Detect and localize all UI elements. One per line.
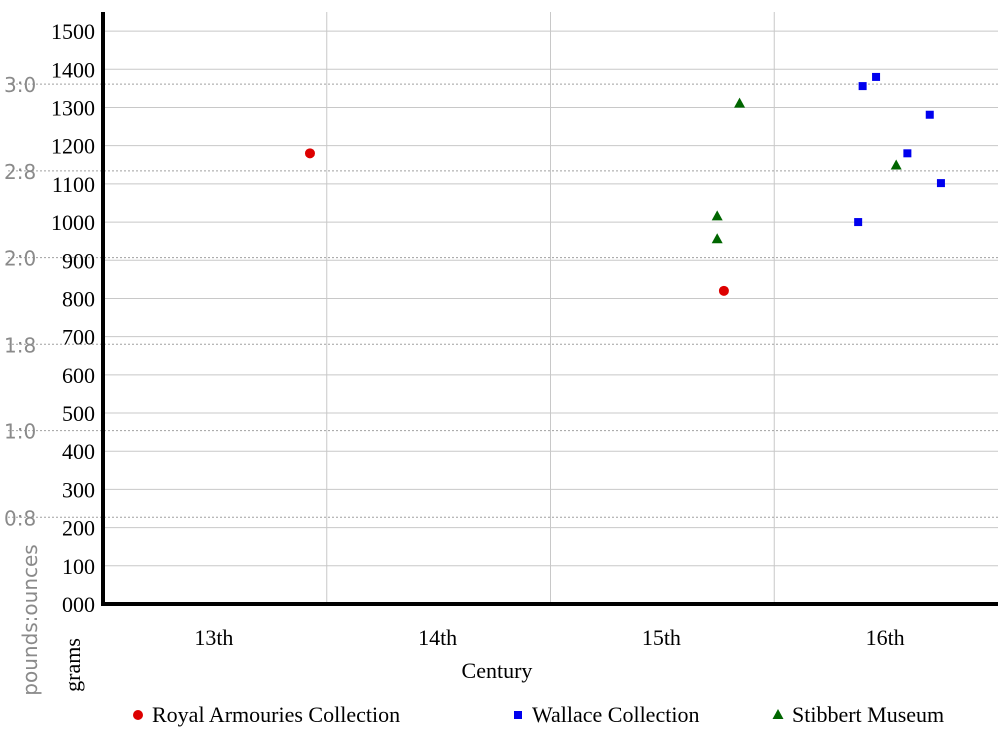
y-axis-title: grams	[60, 638, 85, 692]
x-tick-label: 14th	[418, 625, 457, 650]
y-tick-label: 1100	[52, 172, 95, 197]
y-tick-label: 1000	[51, 210, 95, 235]
y-tick-label: 1300	[51, 95, 95, 120]
legend-marker	[133, 710, 143, 720]
legend-label: Wallace Collection	[532, 702, 699, 727]
data-point	[304, 148, 315, 159]
data-point	[872, 72, 881, 81]
y-tick-label: 700	[62, 325, 95, 350]
y-tick-label: 1500	[51, 19, 95, 44]
x-tick-label: 15th	[642, 625, 681, 650]
data-point	[925, 110, 934, 119]
y-tick-label: 900	[62, 248, 95, 273]
y-tick-label: 800	[62, 286, 95, 311]
data-point	[903, 149, 912, 158]
secondary-tick-label: 1:0	[4, 420, 36, 444]
x-tick-label: 16th	[866, 625, 905, 650]
secondary-tick-label: 2:0	[4, 247, 36, 271]
data-point	[711, 210, 723, 221]
data-point	[854, 218, 863, 227]
x-tick-labels: 13th 14th 15th 16th	[194, 625, 904, 650]
data-point	[711, 233, 723, 244]
y-tick-label: 000	[62, 592, 95, 617]
grid	[8, 12, 998, 604]
data-points	[304, 72, 945, 296]
data-point	[890, 159, 902, 170]
legend: Royal Armouries Collection Wallace Collec…	[133, 702, 944, 727]
data-point	[858, 82, 867, 91]
secondary-tick-label: 2:8	[4, 160, 36, 184]
y-tick-labels: 000 100 200 300 400 500 600 700 800 900 1000 1100 12…	[51, 19, 95, 617]
secondary-tick-labels: 0:8 1:0 1:8 2:0 2:8 3:0	[4, 73, 36, 530]
legend-label: Stibbert Museum	[792, 702, 944, 727]
y-tick-label: 400	[62, 439, 95, 464]
y-tick-label: 600	[62, 363, 95, 388]
y-tick-label: 1400	[51, 57, 95, 82]
secondary-tick-label: 0:8	[4, 506, 36, 530]
data-point	[936, 179, 945, 188]
secondary-tick-label: 1:8	[4, 333, 36, 357]
legend-marker	[514, 711, 522, 719]
y-tick-label: 300	[62, 477, 95, 502]
legend-marker	[772, 709, 784, 719]
y-tick-label: 1200	[51, 134, 95, 159]
y-tick-label: 100	[62, 554, 95, 579]
axes	[101, 12, 998, 606]
secondary-tick-label: 3:0	[4, 73, 36, 97]
x-axis-title: Century	[462, 658, 533, 683]
data-point	[734, 97, 746, 108]
secondary-axis-title: pounds:ounces	[18, 544, 42, 695]
legend-label: Royal Armouries Collection	[152, 702, 400, 727]
data-point	[718, 285, 729, 296]
y-tick-label: 500	[62, 401, 95, 426]
x-tick-label: 13th	[194, 625, 233, 650]
y-tick-label: 200	[62, 516, 95, 541]
